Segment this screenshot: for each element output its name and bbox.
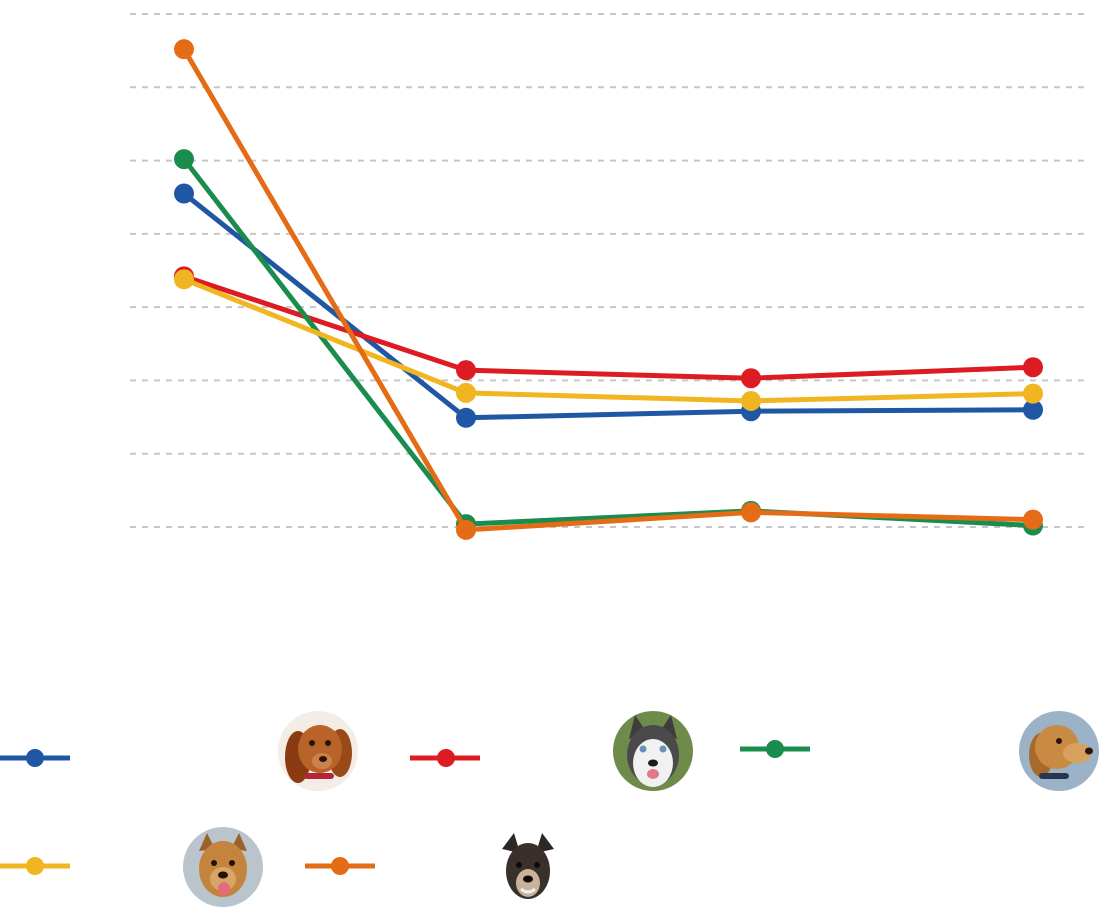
data-point-green-1[interactable] xyxy=(174,149,194,170)
series-line-green xyxy=(182,157,1034,529)
data-point-red-3[interactable] xyxy=(741,368,761,389)
legend-swatch-green xyxy=(740,740,810,758)
gridlines xyxy=(130,13,1090,528)
legend-row-1 xyxy=(0,708,1110,798)
series-blue xyxy=(174,183,1043,428)
data-point-orange-1[interactable] xyxy=(174,39,194,60)
series-line-yellow xyxy=(183,276,1034,404)
data-point-blue-2[interactable] xyxy=(456,407,476,428)
husky-avatar-icon xyxy=(613,711,693,791)
legend-swatch-red xyxy=(410,749,480,767)
legend-swatch-blue xyxy=(0,749,70,767)
series-yellow xyxy=(174,269,1043,411)
series-green xyxy=(174,149,1043,536)
data-point-yellow-3[interactable] xyxy=(741,390,761,411)
data-point-blue-1[interactable] xyxy=(174,183,194,204)
line-chart xyxy=(130,13,1090,540)
dachshund-avatar-icon xyxy=(278,711,358,791)
series-line-blue xyxy=(182,191,1034,421)
legend-swatch-orange xyxy=(305,857,375,875)
data-point-orange-4[interactable] xyxy=(1023,509,1043,530)
legend-item-red[interactable] xyxy=(410,708,710,798)
legend-swatch-yellow xyxy=(0,857,70,875)
data-point-yellow-2[interactable] xyxy=(456,382,476,403)
data-point-red-4[interactable] xyxy=(1023,357,1043,378)
series-line-orange xyxy=(181,47,1034,533)
data-point-yellow-4[interactable] xyxy=(1023,383,1043,404)
data-point-orange-3[interactable] xyxy=(741,502,761,523)
legend-row-2 xyxy=(0,824,1110,914)
data-point-yellow-1[interactable] xyxy=(174,269,194,290)
data-point-red-2[interactable] xyxy=(456,360,476,381)
legend-item-yellow[interactable] xyxy=(0,824,290,914)
series-group xyxy=(174,39,1043,540)
data-point-orange-2[interactable] xyxy=(456,519,476,540)
legend-item-blue[interactable] xyxy=(0,708,380,798)
legend-item-green[interactable] xyxy=(740,708,1110,798)
mixed-breed-dog-avatar-icon xyxy=(183,827,263,907)
golden-retriever-avatar-icon xyxy=(1019,711,1099,791)
series-orange xyxy=(174,39,1043,540)
shepherd-mix-dog-avatar-icon xyxy=(488,827,568,907)
legend-item-orange[interactable] xyxy=(305,824,605,914)
data-point-blue-4[interactable] xyxy=(1023,399,1043,420)
series-line-red xyxy=(183,273,1034,381)
